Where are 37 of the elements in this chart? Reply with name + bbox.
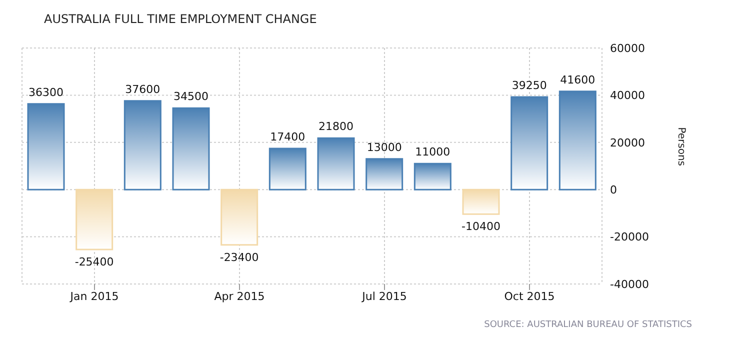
bar <box>317 137 355 190</box>
bar <box>366 158 404 190</box>
bar <box>414 162 452 190</box>
bar <box>124 100 162 190</box>
data-label: 17400 <box>270 130 306 144</box>
data-label: -23400 <box>220 250 259 264</box>
data-label: -25400 <box>74 256 114 269</box>
y-tick-label: 0 <box>610 184 617 197</box>
data-label: 21800 <box>318 120 354 134</box>
data-label: -10400 <box>462 220 500 234</box>
data-label: 39250 <box>512 78 547 92</box>
x-tick-label: Oct 2015 <box>504 290 555 303</box>
y-tick-label: -40000 <box>610 278 649 291</box>
bar <box>462 188 500 215</box>
data-label: 11000 <box>415 146 450 159</box>
x-tick-label: Apr 2015 <box>214 290 265 303</box>
bar <box>558 90 596 190</box>
y-tick-label: 40000 <box>610 89 645 102</box>
data-label: 34500 <box>174 90 208 104</box>
data-label: 13000 <box>366 140 402 154</box>
bar <box>510 96 548 190</box>
y-tick-label: 60000 <box>610 42 645 55</box>
bar <box>220 188 258 246</box>
y-axis-title: Persons <box>675 127 686 166</box>
x-tick-label: Jul 2015 <box>361 290 407 303</box>
x-tick-label: Jan 2015 <box>69 290 119 303</box>
chart-title: AUSTRALIA FULL TIME EMPLOYMENT CHANGE <box>44 12 317 26</box>
bar <box>268 148 306 190</box>
bar <box>172 107 210 190</box>
source-note: SOURCE: AUSTRALIAN BUREAU OF STATISTICS <box>484 320 692 330</box>
data-label: 36300 <box>28 86 64 99</box>
y-tick-label: 20000 <box>610 136 645 150</box>
data-label: 37600 <box>125 82 160 96</box>
y-tick-label: -20000 <box>610 230 649 244</box>
data-label: 41600 <box>560 73 596 86</box>
bar <box>27 103 65 190</box>
bar <box>76 188 114 250</box>
